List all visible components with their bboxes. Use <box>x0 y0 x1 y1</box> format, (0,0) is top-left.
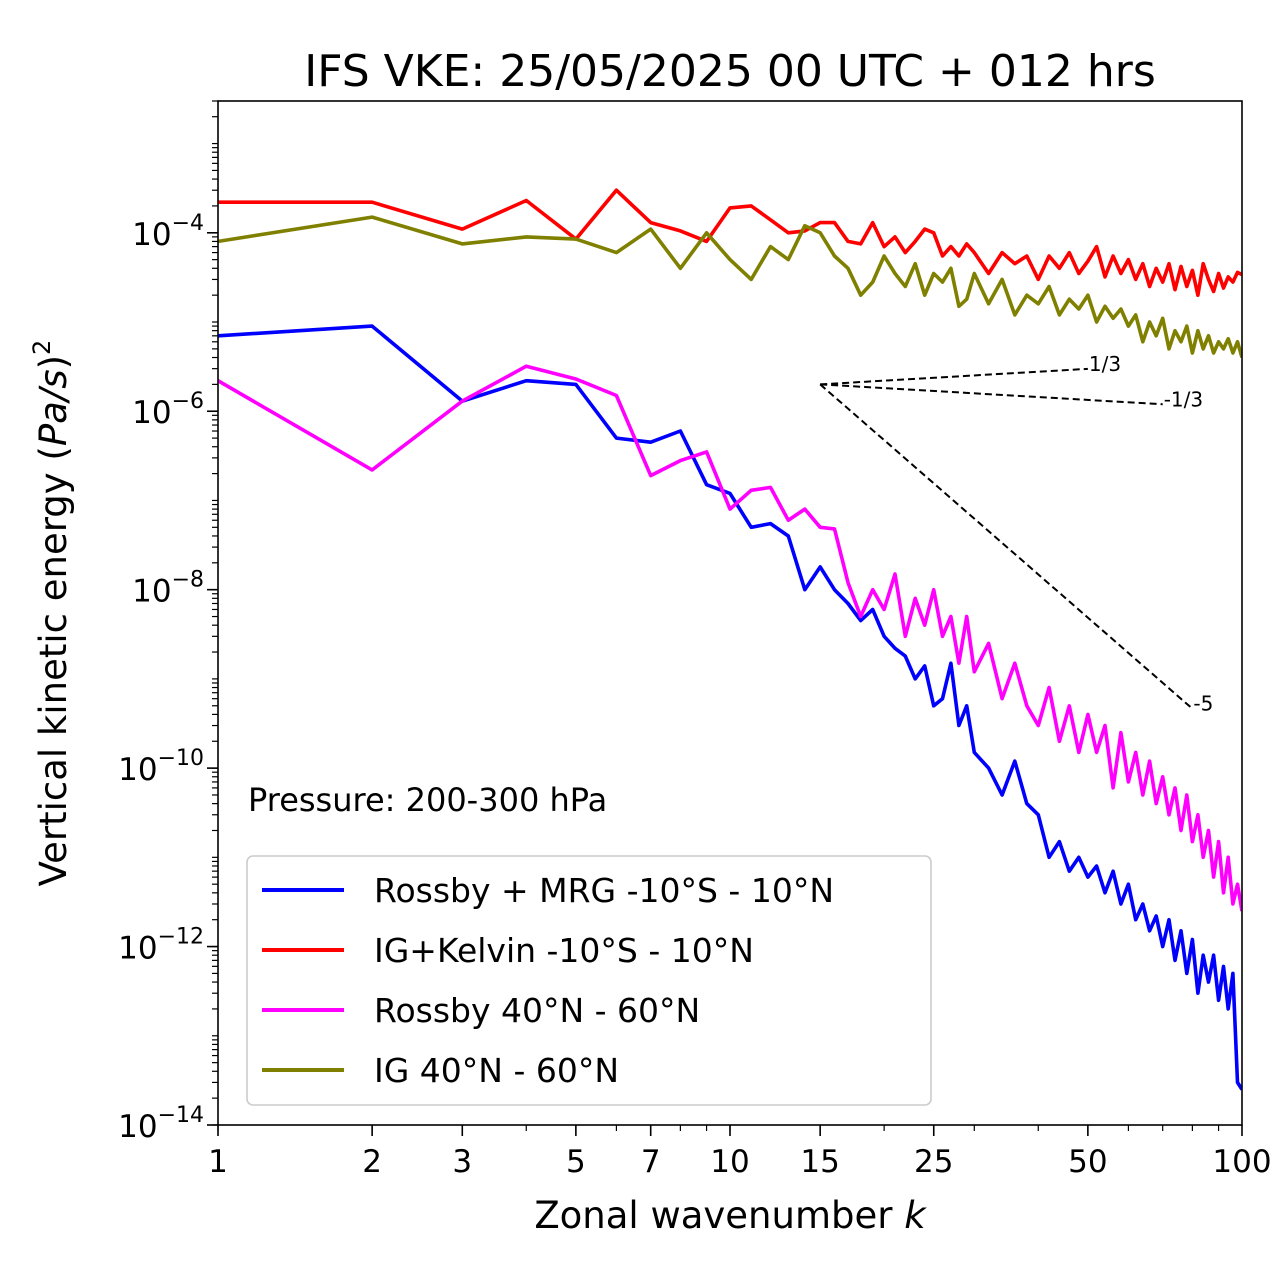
x-axis: 1 2 3 5 7 10 15 25 50 100 <box>208 1125 1272 1180</box>
legend-label: IG 40°N - 60°N <box>374 1051 619 1090</box>
y-tick-label: 10−12 <box>118 925 204 967</box>
reference-slope-label: -5 <box>1193 692 1213 716</box>
y-axis: 10−14 10−12 10−10 10−8 10−6 10−4 <box>118 100 218 1145</box>
series-line-ig-40-n-60-n <box>218 215 1242 358</box>
reference-slope-line <box>819 383 1194 710</box>
reference-slope-label: 1/3 <box>1089 352 1121 376</box>
series-layer <box>218 188 1242 1091</box>
y-tick-label: 10−10 <box>118 746 204 788</box>
x-tick-label: 7 <box>641 1144 661 1180</box>
reference-slope-line <box>820 383 1163 406</box>
x-tick-label: 10 <box>710 1144 749 1180</box>
legend-label: Rossby + MRG -10°S - 10°N <box>374 871 834 910</box>
chart-title: IFS VKE: 25/05/2025 00 UTC + 012 hrs <box>304 46 1156 97</box>
y-tick-label: 10−6 <box>132 389 204 431</box>
pressure-annotation: Pressure: 200-300 hPa <box>248 781 607 819</box>
y-axis-label: Vertical kinetic energy (Pa/s)2 <box>28 340 75 887</box>
legend: Rossby + MRG -10°S - 10°N IG+Kelvin -10°S… <box>246 855 932 1106</box>
x-tick-label: 100 <box>1212 1144 1271 1180</box>
reference-slopes: 1/3 -1/3 -5 <box>819 352 1213 716</box>
series-line-ig-kelvin-10-s-10-n <box>218 188 1242 297</box>
y-tick-label: 10−14 <box>118 1103 204 1145</box>
x-tick-label: 25 <box>914 1144 953 1180</box>
x-tick-label: 15 <box>800 1144 839 1180</box>
legend-label: Rossby 40°N - 60°N <box>374 991 700 1030</box>
y-tick-label: 10−4 <box>132 211 204 253</box>
x-tick-label: 3 <box>452 1144 472 1180</box>
x-axis-label: Zonal wavenumber k <box>534 1194 927 1237</box>
series-line-rossby-40-n-60-n <box>218 364 1242 912</box>
reference-slope-label: -1/3 <box>1164 387 1203 411</box>
x-tick-label: 50 <box>1068 1144 1107 1180</box>
x-tick-label: 1 <box>208 1144 228 1180</box>
x-tick-label: 5 <box>566 1144 586 1180</box>
series-line-rossby-mrg-10-s-10-n <box>218 324 1242 1091</box>
x-tick-label: 2 <box>362 1144 382 1180</box>
y-tick-label: 10−8 <box>132 568 204 610</box>
legend-label: IG+Kelvin -10°S - 10°N <box>374 931 754 970</box>
reference-slope-line <box>820 367 1088 386</box>
legend-frame <box>246 855 932 1106</box>
